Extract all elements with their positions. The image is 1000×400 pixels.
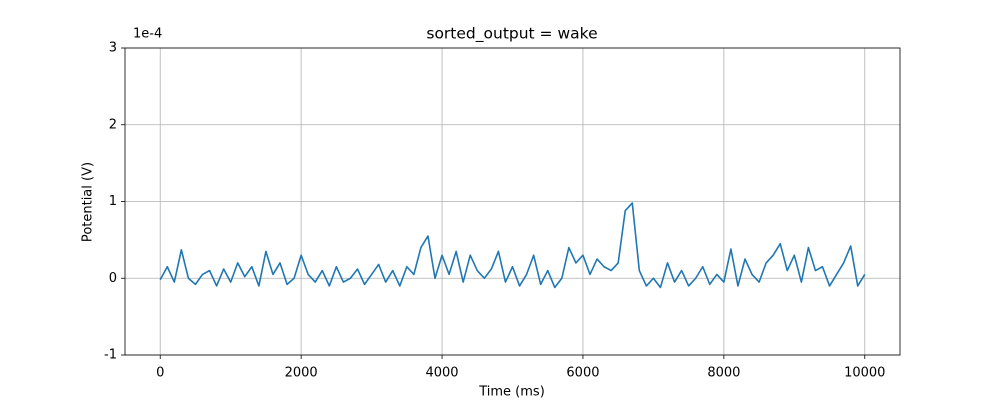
- y-tick-label: -1: [104, 348, 117, 363]
- x-tick-label: 0: [156, 366, 164, 381]
- y-tick-label: 1: [109, 194, 117, 209]
- x-axis-label: Time (ms): [478, 385, 545, 400]
- x-tick-label: 8000: [707, 366, 740, 381]
- x-tick-label: 2000: [285, 366, 318, 381]
- y-tick-label: 3: [109, 41, 117, 56]
- y-offset-label: 1e-4: [133, 27, 162, 42]
- x-tick-label: 10000: [844, 366, 885, 381]
- x-tick-label: 6000: [566, 366, 599, 381]
- y-tick-label: 0: [109, 271, 117, 286]
- data-line: [159, 202, 866, 289]
- y-axis-label: Potential (V): [81, 162, 96, 242]
- y-tick-label: 2: [109, 117, 117, 132]
- plot-frame: [124, 47, 901, 356]
- x-tick-label: 4000: [425, 366, 458, 381]
- chart-title: sorted_output = wake: [426, 25, 597, 44]
